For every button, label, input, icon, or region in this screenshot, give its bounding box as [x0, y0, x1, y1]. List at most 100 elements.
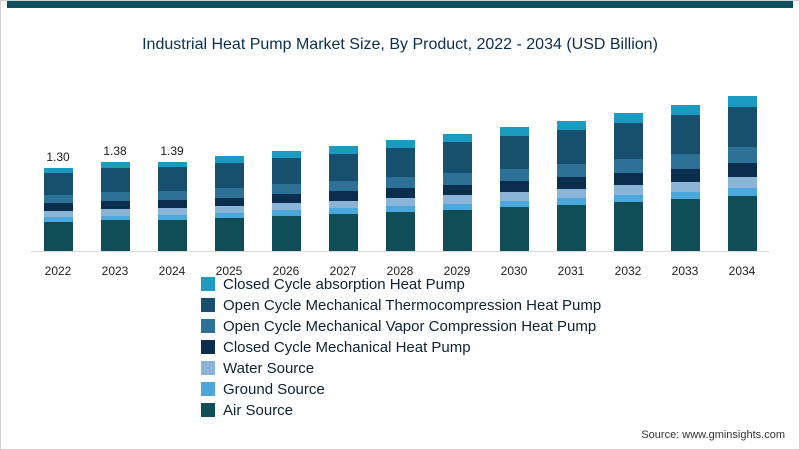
- x-tick-label-2032: 2032: [614, 264, 642, 278]
- legend-item: Open Cycle Mechanical Vapor Compression …: [201, 316, 601, 336]
- bar-segment: [157, 219, 187, 252]
- bar-segment: [43, 203, 73, 212]
- bar-segment: [613, 201, 643, 252]
- legend-item: Ground Source: [201, 379, 601, 399]
- bar-segment: [328, 153, 358, 182]
- x-tick-label-2022: 2022: [44, 264, 72, 278]
- bar-segment: [43, 211, 73, 217]
- legend-swatch-icon: [201, 403, 215, 417]
- bar-segment: [157, 199, 187, 209]
- legend-label: Open Cycle Mechanical Vapor Compression …: [223, 317, 597, 335]
- stacked-bar-2028: [385, 140, 415, 252]
- bar-segment: [157, 167, 187, 191]
- stacked-bar-2022: [43, 167, 73, 252]
- x-tick-label-2023: 2023: [101, 264, 129, 278]
- bar-segment: [271, 194, 301, 204]
- bar-segment: [157, 208, 187, 215]
- legend-label: Closed Cycle Mechanical Heat Pump: [223, 338, 471, 356]
- bar-segment: [727, 107, 757, 148]
- bar-segment: [100, 209, 130, 216]
- x-tick-label-2033: 2033: [671, 264, 699, 278]
- bar-segment: [100, 162, 130, 169]
- bar-segment: [214, 212, 244, 218]
- legend-item: Open Cycle Mechanical Thermocompression …: [201, 295, 601, 315]
- bar-segment: [727, 177, 757, 189]
- bar-segment: [157, 161, 187, 168]
- bar-segment: [442, 203, 472, 210]
- bar-segment: [214, 197, 244, 207]
- bar-segment: [271, 183, 301, 195]
- bar-segment: [271, 210, 301, 216]
- x-tick-label-2027: 2027: [329, 264, 357, 278]
- bar-segment: [670, 168, 700, 182]
- x-tick-label-2026: 2026: [272, 264, 300, 278]
- bar-segment: [727, 95, 757, 108]
- stacked-bar-2029: [442, 133, 472, 252]
- x-axis-line: [31, 251, 769, 252]
- bar-segment: [100, 192, 130, 202]
- bar-column-2027: [326, 145, 360, 252]
- bar-segment: [385, 177, 415, 189]
- bar-segment: [499, 181, 529, 193]
- bar-segment: [214, 217, 244, 252]
- x-tick-label-2034: 2034: [728, 264, 756, 278]
- legend-item: Closed Cycle absorption Heat Pump: [201, 274, 601, 294]
- bar-segment: [499, 200, 529, 208]
- bar-segment: [100, 215, 130, 221]
- stacked-bar-2025: [214, 155, 244, 252]
- top-accent-bar: [7, 1, 793, 8]
- bar-segment: [385, 211, 415, 252]
- legend-swatch-icon: [201, 298, 215, 312]
- stacked-bar-2033: [670, 104, 700, 252]
- bar-segment: [670, 115, 700, 154]
- stacked-bar-2030: [499, 127, 529, 252]
- bar-segment: [727, 162, 757, 178]
- bar-segment: [328, 213, 358, 252]
- bar-segment: [556, 129, 586, 165]
- bar-segment: [442, 133, 472, 143]
- bar-column-2024: 1.39: [155, 144, 189, 252]
- stacked-bar-2031: [556, 120, 586, 252]
- bar-segment: [556, 189, 586, 199]
- bar-value-label-2024: 1.39: [160, 143, 184, 158]
- bar-segment: [670, 104, 700, 116]
- x-tick-label-2029: 2029: [443, 264, 471, 278]
- bar-segment: [499, 192, 529, 201]
- bar-segment: [328, 145, 358, 154]
- bar-segment: [670, 181, 700, 193]
- x-axis-labels: 2022 2023 2024 2025 2026 2027 2028 2029 2030 2031…: [41, 264, 759, 278]
- x-tick-label-2031: 2031: [557, 264, 585, 278]
- bar-segment: [100, 220, 130, 252]
- bar-segment: [328, 201, 358, 209]
- chart-area: 1.30 1.38 1.39 2022 2023 2024 2025 2026 2027 202…: [31, 86, 769, 278]
- bar-segment: [43, 167, 73, 173]
- bar-column-2028: [383, 140, 417, 252]
- bar-column-2022: 1.30: [41, 150, 75, 252]
- bar-column-2026: [269, 151, 303, 252]
- bar-segment: [613, 122, 643, 159]
- bar-column-2034: [725, 95, 759, 252]
- legend-label: Open Cycle Mechanical Thermocompression …: [223, 296, 602, 314]
- legend-swatch-icon: [201, 277, 215, 291]
- bar-segment: [556, 198, 586, 205]
- legend-label: Ground Source: [223, 380, 325, 398]
- bar-segment: [670, 199, 700, 252]
- legend-label: Closed Cycle absorption Heat Pump: [223, 275, 465, 293]
- bar-segment: [499, 136, 529, 169]
- bar-segment: [613, 158, 643, 173]
- x-tick-label-2030: 2030: [500, 264, 528, 278]
- bar-segment: [214, 188, 244, 198]
- bar-segment: [556, 120, 586, 130]
- bar-value-label-2022: 1.30: [46, 149, 70, 164]
- bar-segment: [43, 221, 73, 252]
- bar-segment: [442, 195, 472, 204]
- bar-segment: [499, 168, 529, 182]
- bar-column-2033: [668, 104, 702, 252]
- bar-segment: [499, 207, 529, 252]
- x-tick-label-2028: 2028: [386, 264, 414, 278]
- bar-segment: [271, 215, 301, 252]
- bar-segment: [385, 205, 415, 212]
- bar-segment: [613, 184, 643, 195]
- bar-segment: [727, 147, 757, 163]
- legend-item: Water Source: [201, 358, 601, 378]
